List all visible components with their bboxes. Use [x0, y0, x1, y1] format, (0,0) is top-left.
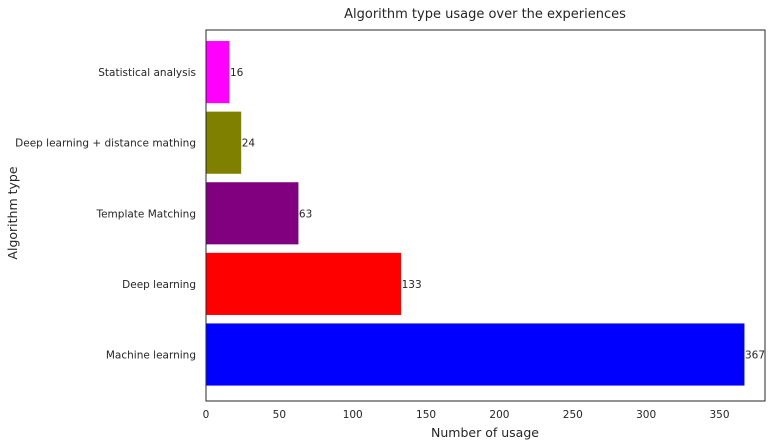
- x-tick-label: 0: [203, 409, 210, 421]
- x-tick-label: 350: [709, 409, 729, 421]
- y-tick-label: Template Matching: [95, 208, 196, 220]
- x-tick-label: 150: [416, 409, 436, 421]
- y-tick-label: Machine learning: [106, 350, 196, 362]
- y-tick-labels: Machine learning Deep learning Template Ma…: [15, 67, 196, 361]
- y-tick-label: Deep learning: [122, 279, 196, 291]
- bar-deep-learning: [206, 252, 402, 315]
- bar-value-label: 367: [745, 350, 765, 362]
- x-tick-label: 200: [489, 409, 509, 421]
- x-tick-label: 100: [343, 409, 363, 421]
- bar-value-label: 16: [230, 67, 244, 79]
- x-tick-label: 50: [273, 409, 286, 421]
- x-tick-label: 300: [636, 409, 656, 421]
- bar-value-label: 63: [299, 208, 312, 220]
- bar-statistical-analysis: [206, 41, 230, 104]
- y-axis-label: Algorithm type: [5, 166, 20, 259]
- bar-value-label: 24: [242, 138, 256, 150]
- y-tick-label: Deep learning + distance mathing: [15, 138, 196, 150]
- bars-group: 367 133 63 24 16: [206, 41, 765, 386]
- y-tick-label: Statistical analysis: [98, 67, 196, 79]
- plot-frame: [205, 29, 766, 402]
- bar-template-matching: [206, 182, 299, 245]
- bar-deep-learning-distance-mathing: [206, 111, 242, 174]
- x-ticks: 0 50 100 150 200 250 300 350: [203, 409, 730, 421]
- bar-machine-learning: [206, 323, 745, 386]
- x-tick-label: 250: [563, 409, 583, 421]
- chart-title: Algorithm type usage over the experience…: [344, 7, 626, 22]
- bar-value-label: 133: [402, 279, 422, 291]
- x-axis-label: Number of usage: [431, 425, 539, 440]
